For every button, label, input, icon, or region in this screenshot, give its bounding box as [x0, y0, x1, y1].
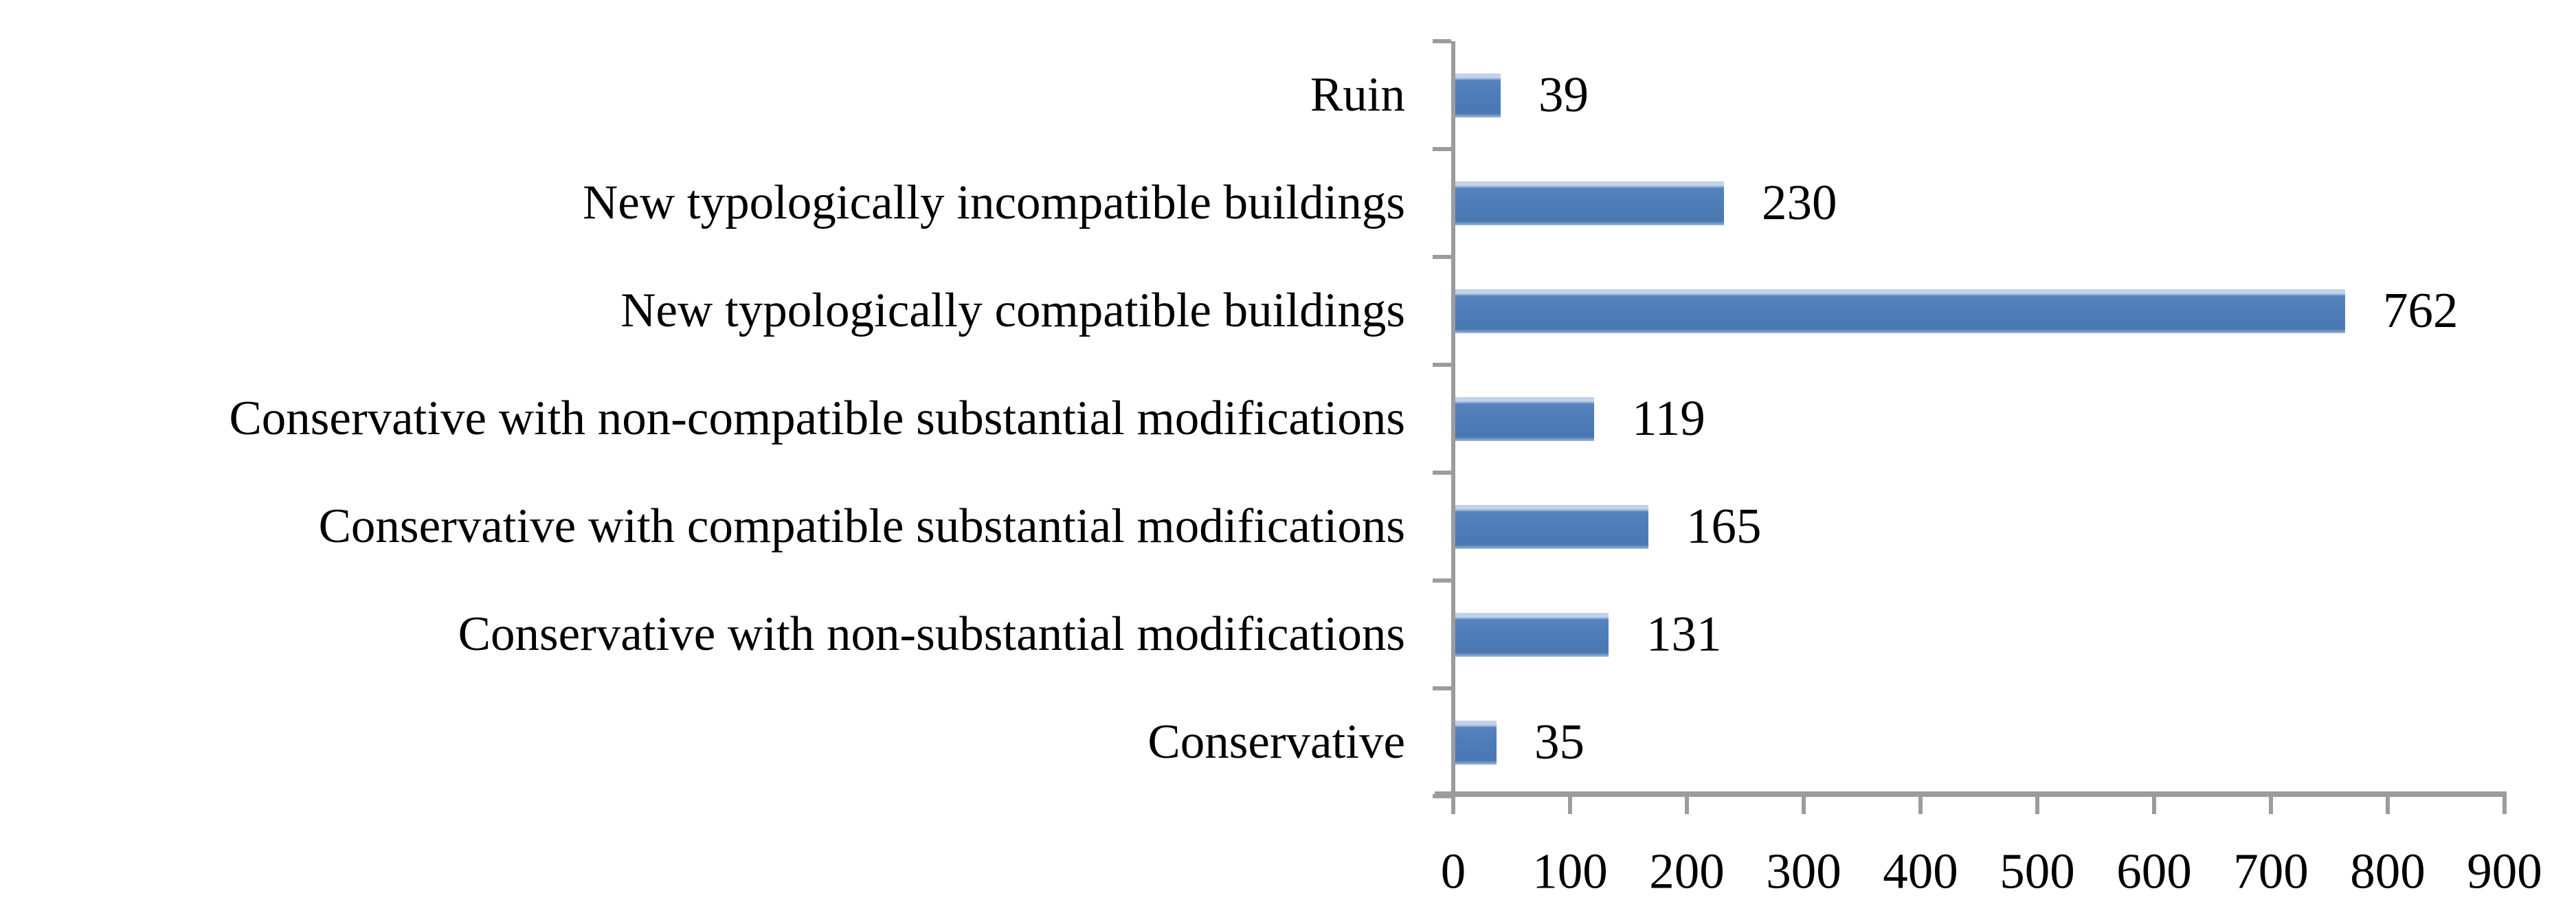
x-axis-tick-label: 500 [2000, 843, 2075, 899]
bar [1455, 721, 1497, 765]
x-axis-tick-label: 800 [2350, 843, 2426, 899]
bar [1455, 505, 1648, 549]
x-axis-tick [2502, 797, 2507, 814]
y-axis-tick [1433, 147, 1451, 151]
x-axis-tick [2386, 797, 2390, 814]
category-label: Ruin [1310, 68, 1405, 122]
y-axis-tick [1433, 363, 1451, 367]
x-axis-tick-label: 300 [1766, 843, 1841, 899]
x-axis-tick [1802, 797, 1806, 814]
bar [1455, 74, 1501, 117]
bar [1455, 397, 1594, 441]
category-label: Conservative with non-substantial modifi… [458, 607, 1405, 661]
category-label: New typologically compatible buildings [620, 284, 1405, 337]
bar [1455, 613, 1609, 657]
x-axis-tick-label: 100 [1532, 843, 1608, 899]
y-axis-tick [1433, 255, 1451, 259]
bar [1455, 181, 1724, 225]
x-axis-tick [2035, 797, 2039, 814]
x-axis-tick [2152, 797, 2156, 814]
value-label: 165 [1686, 497, 1762, 554]
category-label: New typologically incompatible buildings [583, 176, 1405, 229]
x-axis-tick [1451, 797, 1455, 814]
y-axis-tick [1433, 686, 1451, 690]
x-axis-tick-label: 400 [1883, 843, 1958, 899]
value-label: 119 [1632, 390, 1705, 446]
x-axis-tick-label: 600 [2116, 843, 2192, 899]
x-axis-tick [1568, 797, 1572, 814]
y-axis-line [1451, 41, 1455, 797]
x-axis-tick-label: 900 [2467, 843, 2542, 899]
category-label: Conservative [1147, 715, 1405, 769]
x-axis-tick-label: 200 [1649, 843, 1725, 899]
y-axis-tick [1433, 578, 1451, 583]
y-axis-tick [1433, 471, 1451, 475]
value-label: 131 [1646, 605, 1722, 662]
x-axis-tick-label: 700 [2233, 843, 2309, 899]
value-label: 35 [1534, 713, 1584, 769]
value-label: 39 [1538, 66, 1589, 122]
value-label: 230 [1762, 174, 1837, 230]
x-axis-tick [1918, 797, 1923, 814]
x-axis-tick-label: 0 [1440, 843, 1466, 899]
x-axis-line [1435, 791, 2507, 797]
category-label: Conservative with non-compatible substan… [229, 392, 1405, 445]
bar [1455, 289, 2345, 333]
value-label: 762 [2383, 282, 2459, 338]
x-axis-tick [1685, 797, 1689, 814]
y-axis-tick [1433, 794, 1451, 798]
x-axis-tick [2269, 797, 2273, 814]
y-axis-tick [1433, 39, 1451, 43]
category-label: Conservative with compatible substantial… [318, 499, 1405, 553]
